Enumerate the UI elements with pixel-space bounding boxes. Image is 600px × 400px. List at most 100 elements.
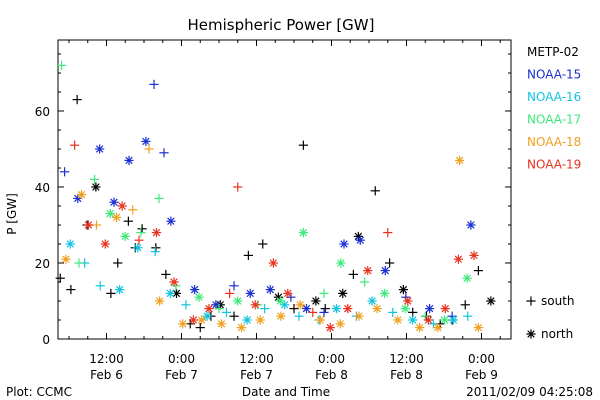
x-tick-date-label: Feb 6 — [90, 368, 123, 382]
data-point-metp-02 — [298, 140, 308, 150]
data-point-noaa-19 — [250, 300, 260, 310]
data-point-metp-02 — [311, 296, 321, 306]
data-point-noaa-18 — [91, 220, 102, 230]
data-point-noaa-17 — [462, 273, 472, 283]
x-tick-date-label: Feb 8 — [390, 368, 423, 382]
plot-frame — [57, 39, 512, 340]
data-point-noaa-19 — [70, 140, 80, 150]
data-point-noaa-19 — [268, 258, 278, 268]
data-point-noaa-16 — [181, 300, 191, 310]
data-point-noaa-19 — [225, 288, 235, 298]
data-point-noaa-19 — [134, 235, 144, 245]
data-point-noaa-16 — [165, 288, 175, 298]
data-point-noaa-17 — [275, 296, 285, 306]
data-point-metp-02 — [229, 311, 239, 321]
data-point-noaa-18 — [144, 144, 154, 154]
data-point-noaa-15 — [124, 155, 134, 165]
data-point-noaa-17 — [298, 228, 308, 238]
data-point-noaa-18 — [216, 319, 227, 329]
data-point-noaa-19 — [117, 201, 127, 211]
x-tick-date-label: Feb 9 — [465, 368, 498, 382]
data-point-noaa-15 — [159, 148, 169, 158]
data-point-noaa-18 — [335, 319, 345, 329]
footer-timestamp: 2011/02/09 04:25:08 — [466, 385, 593, 399]
data-point-metp-02 — [385, 258, 395, 268]
data-point-noaa-16 — [95, 281, 105, 291]
legend: METP-02 NOAA-15 NOAA-16 NOAA-17 NOAA-18 NOAA-… — [526, 45, 581, 341]
data-point-noaa-16 — [408, 315, 418, 325]
data-point-metp-02 — [106, 288, 116, 298]
data-point-noaa-18 — [393, 315, 403, 325]
footer-plot-source: Plot: CCMC — [6, 385, 72, 399]
data-point-noaa-17 — [380, 288, 390, 298]
data-point-noaa-18 — [473, 323, 483, 333]
data-point-noaa-18 — [315, 315, 325, 325]
data-point-noaa-16 — [448, 315, 458, 325]
data-point-noaa-15 — [109, 197, 119, 207]
x-axis-label: Date and Time — [242, 385, 330, 399]
data-point-metp-02 — [137, 224, 147, 234]
data-point-noaa-19 — [283, 288, 293, 298]
data-point-noaa-17 — [194, 292, 204, 302]
data-point-noaa-16 — [242, 315, 252, 325]
data-point-noaa-19 — [423, 315, 433, 325]
data-point-noaa-17 — [440, 315, 450, 325]
data-point-noaa-19 — [100, 239, 110, 249]
data-point-noaa-17 — [136, 228, 146, 238]
data-point-noaa-18 — [236, 323, 247, 333]
data-point-noaa-17 — [154, 193, 164, 203]
legend-entry-noaa-17: NOAA-17 — [527, 113, 581, 127]
legend-entry-noaa-18: NOAA-18 — [527, 135, 581, 149]
data-point-noaa-15 — [229, 281, 239, 291]
data-point-noaa-15 — [60, 167, 70, 177]
data-point-noaa-18 — [111, 212, 122, 222]
data-point-noaa-16 — [388, 307, 398, 317]
legend-marker-north — [526, 329, 536, 339]
data-point-noaa-18 — [295, 300, 305, 310]
data-point-noaa-19 — [469, 250, 479, 260]
data-point-noaa-18 — [178, 319, 188, 329]
data-point-noaa-18 — [76, 190, 87, 200]
data-point-noaa-17 — [105, 209, 115, 219]
data-point-metp-02 — [348, 269, 358, 279]
data-point-noaa-18 — [433, 323, 443, 333]
data-point-noaa-15 — [265, 285, 275, 295]
data-point-noaa-19 — [233, 182, 243, 192]
data-point-noaa-17 — [336, 258, 346, 268]
data-point-noaa-18 — [455, 155, 465, 165]
data-point-noaa-18 — [415, 323, 425, 333]
y-tick-label: 0 — [42, 333, 50, 347]
y-tick-label: 60 — [35, 105, 50, 119]
data-point-noaa-18 — [354, 311, 364, 321]
data-point-metp-02 — [113, 258, 123, 268]
data-point-noaa-18 — [255, 315, 265, 325]
data-point-metp-02 — [398, 285, 408, 295]
x-tick-time-label: 0:00 — [168, 352, 195, 366]
data-point-noaa-16 — [260, 304, 270, 314]
data-point-noaa-16 — [150, 247, 160, 257]
x-tick-date-label: Feb 7 — [240, 368, 273, 382]
data-point-noaa-15 — [301, 304, 312, 314]
data-point-metp-02 — [243, 250, 253, 260]
data-point-noaa-16 — [428, 319, 438, 329]
data-point-noaa-16 — [331, 304, 342, 314]
legend-marker-south — [526, 296, 536, 306]
data-point-noaa-19 — [188, 315, 198, 325]
x-tick-date-label: Feb 7 — [165, 368, 198, 382]
y-axis-ticks: 0 20 40 60 — [35, 53, 511, 347]
data-point-noaa-19 — [151, 228, 162, 238]
data-point-metp-02 — [408, 307, 418, 317]
data-point-noaa-17 — [319, 288, 329, 298]
data-point-noaa-18 — [372, 304, 382, 314]
data-point-noaa-15 — [319, 307, 329, 317]
data-point-noaa-15 — [380, 266, 390, 276]
data-point-noaa-18 — [196, 315, 207, 325]
x-tick-time-label: 0:00 — [318, 352, 345, 366]
x-tick-time-label: 12:00 — [239, 352, 274, 366]
data-point-metp-02 — [72, 94, 82, 105]
data-point-noaa-17 — [74, 258, 84, 268]
legend-entry-noaa-16: NOAA-16 — [527, 90, 581, 104]
data-point-noaa-15 — [245, 288, 255, 298]
data-point-noaa-19 — [383, 228, 393, 238]
